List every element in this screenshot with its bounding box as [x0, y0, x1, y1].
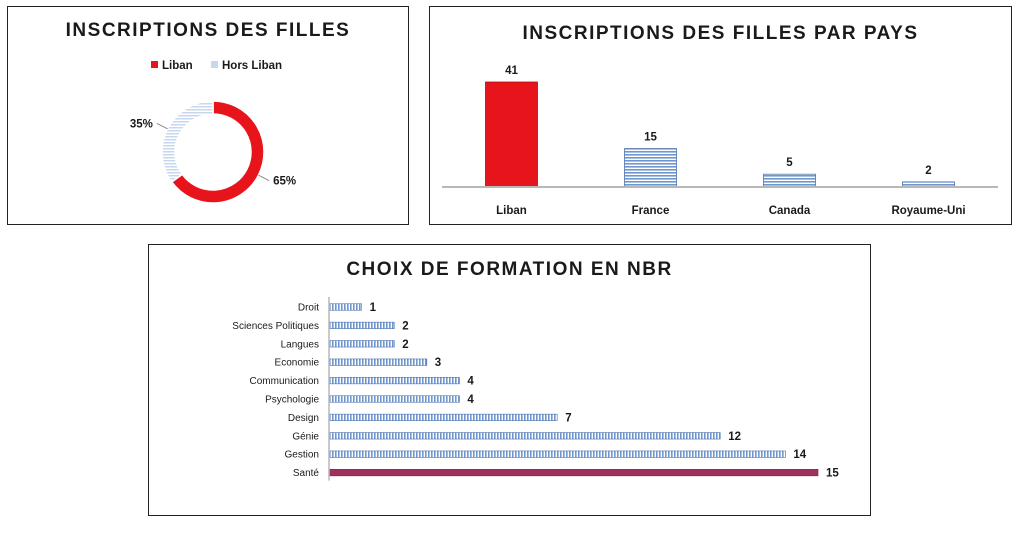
- training-bar-chart-panel: CHOIX DE FORMATION EN NBR Droit 1 Sciences…: [148, 244, 871, 516]
- bar-communication: [328, 377, 460, 385]
- bar-canada: [763, 173, 816, 188]
- y-tick-label: Génie: [292, 431, 319, 442]
- bar-value-label: 14: [793, 449, 806, 461]
- bar-value-label: 41: [505, 65, 518, 77]
- bar-gestion: [328, 450, 786, 458]
- bar-france: [624, 148, 677, 188]
- y-tick-label: Design: [288, 413, 319, 424]
- y-tick-label: Communication: [250, 376, 319, 387]
- donut-chart: Liban Hors Liban 65% 35%: [130, 60, 296, 204]
- bar-langues: [328, 340, 395, 348]
- bar-sciences-politiques: [328, 321, 395, 329]
- bar-value-label: 15: [644, 132, 657, 144]
- country-bar-chart: 41 Liban 15 France 5 Canada 2 Royaume-Uni: [442, 65, 998, 217]
- legend-label-hors-liban: Hors Liban: [222, 60, 282, 72]
- bar-droit: [328, 303, 362, 311]
- bar-value-label: 4: [467, 376, 474, 388]
- bar-value-label: 2: [402, 339, 408, 351]
- x-tick-label: Canada: [769, 205, 811, 217]
- y-tick-label: Droit: [298, 303, 319, 314]
- bar-value-label: 4: [467, 394, 474, 406]
- training-bar-chart-title: CHOIX DE FORMATION EN NBR: [346, 259, 673, 280]
- bar-economie: [328, 358, 428, 366]
- training-bar-chart: Droit 1 Sciences Politiques 2 Langues 2 Econom…: [232, 297, 839, 481]
- bar-value-label: 12: [728, 431, 741, 443]
- y-tick-label: Economie: [275, 358, 320, 369]
- slice-label-hors-liban: 35%: [130, 118, 153, 130]
- x-tick-label: Liban: [496, 205, 527, 217]
- bar-value-label: 15: [826, 468, 839, 480]
- legend-swatch-liban: [151, 61, 158, 68]
- legend-swatch-hors-liban: [211, 61, 218, 68]
- legend-label-liban: Liban: [162, 60, 193, 72]
- bar-value-label: 5: [786, 157, 793, 169]
- y-tick-label: Santé: [293, 468, 320, 479]
- bar-value-label: 2: [925, 165, 931, 177]
- leader-line-hors-liban: [156, 123, 168, 130]
- bar-liban: [485, 81, 538, 188]
- bar-psychologie: [328, 395, 460, 403]
- country-bar-chart-panel: INSCRIPTIONS DES FILLES PAR PAYS 41 Liban…: [429, 6, 1012, 225]
- donut-chart-panel: INSCRIPTIONS DES FILLES Liban Hors Liban 6…: [7, 6, 409, 225]
- y-tick-label: Gestion: [285, 450, 319, 461]
- donut-slice-hors-liban: [161, 100, 214, 184]
- slice-label-liban: 65%: [273, 176, 296, 188]
- y-tick-label: Langues: [281, 339, 319, 350]
- bar-design: [328, 413, 558, 421]
- bar-génie: [328, 432, 721, 440]
- bar-value-label: 7: [565, 412, 571, 424]
- bar-santé: [328, 469, 819, 477]
- country-bar-chart-title: INSCRIPTIONS DES FILLES PAR PAYS: [522, 23, 919, 44]
- bar-value-label: 1: [370, 302, 377, 314]
- y-tick-label: Psychologie: [265, 395, 319, 406]
- donut-chart-title: INSCRIPTIONS DES FILLES: [65, 20, 351, 41]
- y-tick-label: Sciences Politiques: [232, 321, 319, 332]
- x-tick-label: Royaume-Uni: [891, 205, 965, 217]
- x-tick-label: France: [632, 205, 670, 217]
- bar-value-label: 3: [435, 357, 441, 369]
- bar-value-label: 2: [402, 320, 408, 332]
- leader-line-liban: [258, 174, 270, 181]
